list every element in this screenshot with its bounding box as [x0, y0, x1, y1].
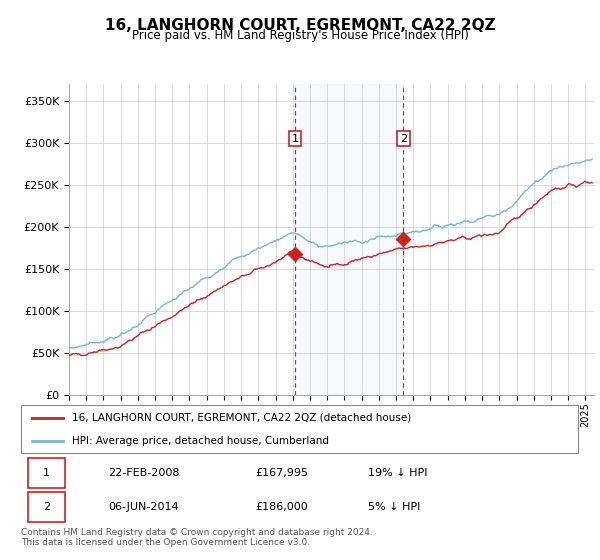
Text: 19% ↓ HPI: 19% ↓ HPI — [368, 468, 427, 478]
Text: 2: 2 — [43, 502, 50, 512]
Text: Price paid vs. HM Land Registry's House Price Index (HPI): Price paid vs. HM Land Registry's House … — [131, 29, 469, 42]
Text: 06-JUN-2014: 06-JUN-2014 — [108, 502, 179, 512]
Text: 1: 1 — [43, 468, 50, 478]
Text: £186,000: £186,000 — [255, 502, 308, 512]
Text: HPI: Average price, detached house, Cumberland: HPI: Average price, detached house, Cumb… — [71, 436, 329, 446]
Text: 16, LANGHORN COURT, EGREMONT, CA22 2QZ: 16, LANGHORN COURT, EGREMONT, CA22 2QZ — [104, 18, 496, 33]
Text: 2: 2 — [400, 134, 407, 143]
FancyBboxPatch shape — [21, 405, 578, 452]
Text: 22-FEB-2008: 22-FEB-2008 — [108, 468, 180, 478]
Text: 5% ↓ HPI: 5% ↓ HPI — [368, 502, 420, 512]
Text: Contains HM Land Registry data © Crown copyright and database right 2024.
This d: Contains HM Land Registry data © Crown c… — [21, 528, 373, 547]
Bar — [295, 84, 403, 395]
Text: £167,995: £167,995 — [255, 468, 308, 478]
Text: 1: 1 — [292, 134, 299, 143]
FancyBboxPatch shape — [28, 458, 65, 488]
Text: 16, LANGHORN COURT, EGREMONT, CA22 2QZ (detached house): 16, LANGHORN COURT, EGREMONT, CA22 2QZ (… — [71, 413, 411, 423]
FancyBboxPatch shape — [28, 492, 65, 522]
